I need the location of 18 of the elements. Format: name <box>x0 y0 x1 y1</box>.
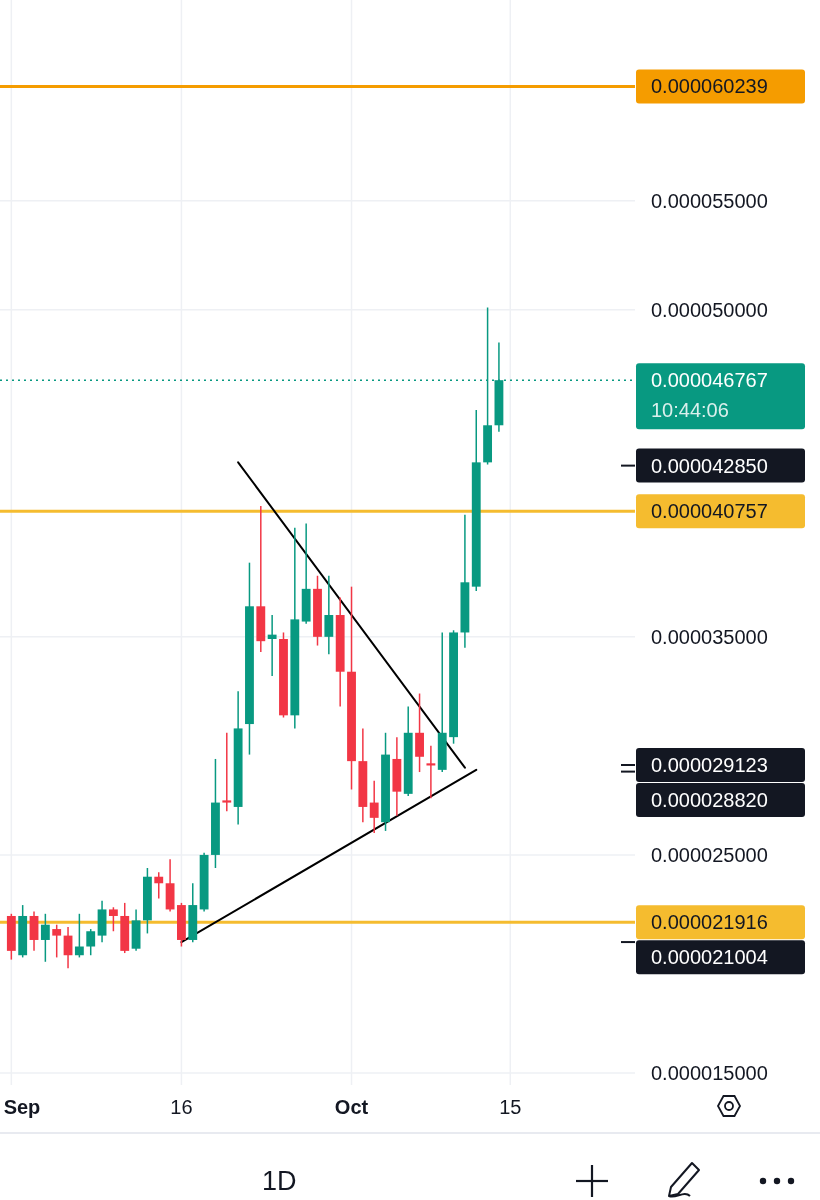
x-tick-label: 15 <box>499 1096 522 1118</box>
ref-line-label: 0.000029123 <box>651 754 768 776</box>
x-tick-label: Oct <box>334 1096 369 1118</box>
x-tick-label: 16 <box>170 1096 193 1118</box>
ref-line-label: 0.000042850 <box>651 454 768 477</box>
y-tick-label: 0.000055000 <box>651 189 768 212</box>
y-tick-label: 0.000025000 <box>651 843 768 866</box>
ref-line-label: 0.000021916 <box>651 911 768 934</box>
ref-line-label: 0.000046767 10:44:06 <box>651 369 768 422</box>
text: 1D <box>262 1166 297 1196</box>
y-tick-label: 0.000015000 <box>651 1062 768 1085</box>
ref-line-label: 0.000021004 <box>651 946 768 969</box>
y-tick-label: 0.000050000 <box>651 298 768 321</box>
ref-line-label: 0.000040757 <box>651 500 768 523</box>
ref-line-label: 0.000060239 <box>651 75 768 98</box>
y-tick-label: 0.000035000 <box>651 625 768 648</box>
ref-line-label: 0.000028820 <box>651 789 768 811</box>
x-tick-label: Sep <box>3 1096 41 1118</box>
